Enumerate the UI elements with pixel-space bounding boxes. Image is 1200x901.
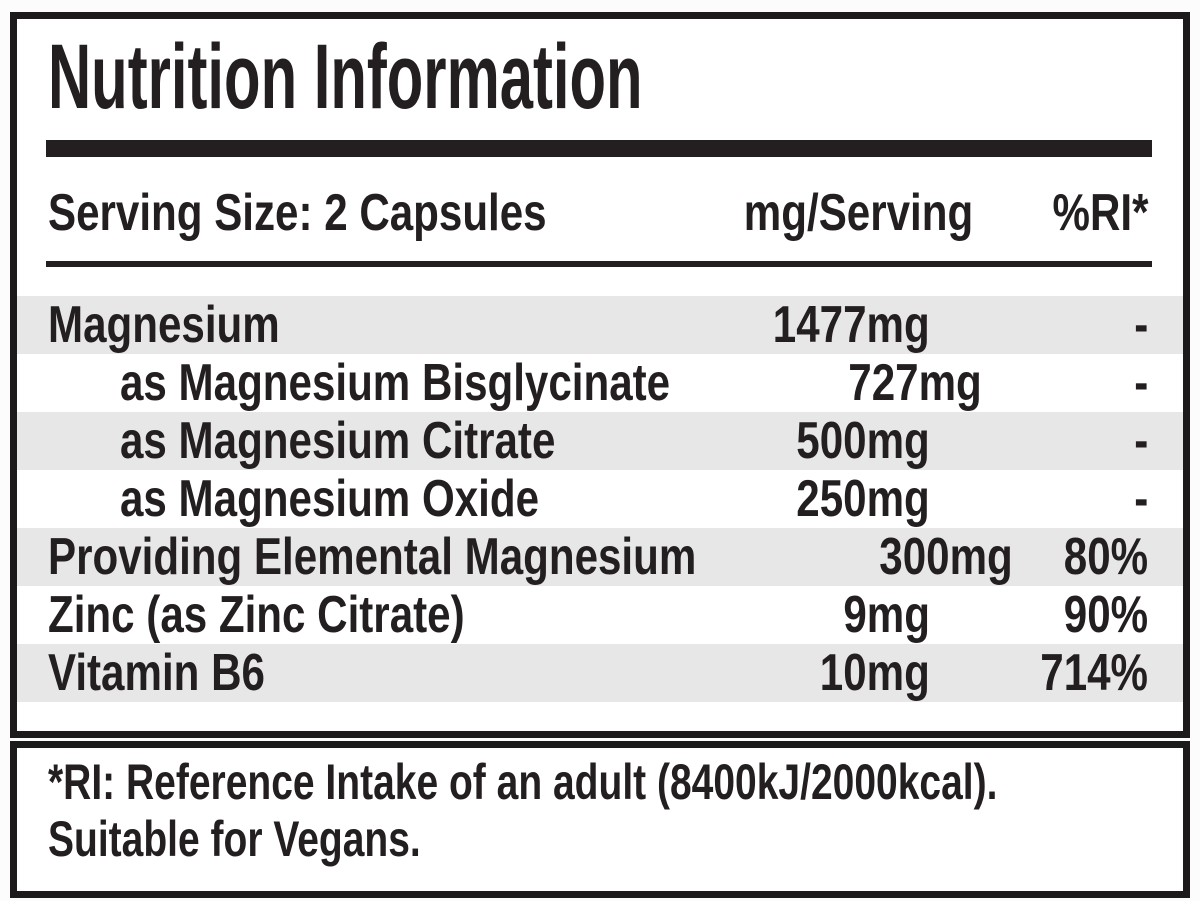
nutrient-amount: 727mg bbox=[848, 354, 982, 412]
nutrient-amount: 500mg bbox=[796, 412, 930, 470]
header-divider-rule bbox=[46, 261, 1152, 267]
nutrient-name-cell: Zinc (as Zinc Citrate) bbox=[17, 586, 690, 644]
nutrient-row: Vitamin B6 10mg 714% bbox=[17, 644, 1183, 702]
nutrient-ri-cell: 90% bbox=[930, 586, 1183, 644]
nutrient-ri-cell: - bbox=[930, 296, 1183, 354]
ri-column-header: %RI* bbox=[1052, 184, 1148, 242]
nutrient-amount: 10mg bbox=[819, 644, 930, 702]
nutrient-ri: - bbox=[1133, 470, 1148, 528]
nutrient-name: Zinc (as Zinc Citrate) bbox=[48, 586, 465, 644]
nutrient-ri: 80% bbox=[1063, 528, 1148, 586]
ri-column-header-cell: %RI* bbox=[930, 184, 1183, 242]
nutrient-name-cell: as Magnesium Oxide bbox=[17, 470, 690, 528]
nutrient-amount-cell: 727mg bbox=[799, 354, 982, 412]
nutrient-ri: 90% bbox=[1063, 586, 1148, 644]
nutrient-name: Vitamin B6 bbox=[48, 644, 265, 702]
nutrient-ri-cell: 714% bbox=[930, 644, 1183, 702]
table-header-row: Serving Size: 2 Capsules mg/Serving %RI* bbox=[17, 184, 1183, 242]
nutrient-amount: 9mg bbox=[843, 586, 930, 644]
nutrient-ri-cell: - bbox=[930, 470, 1183, 528]
footnote-line-2: Suitable for Vegans. bbox=[48, 811, 1183, 868]
nutrient-amount-cell: 1477mg bbox=[690, 296, 930, 354]
nutrient-row: Zinc (as Zinc Citrate) 9mg 90% bbox=[17, 586, 1183, 644]
nutrient-row: as Magnesium Citrate 500mg - bbox=[17, 412, 1183, 470]
nutrient-table-body: Magnesium 1477mg - as Magnesium Bisglyci… bbox=[17, 296, 1183, 702]
nutrient-row: Magnesium 1477mg - bbox=[17, 296, 1183, 354]
serving-size-cell: Serving Size: 2 Capsules bbox=[17, 184, 690, 242]
footnote-line-1: *RI: Reference Intake of an adult (8400k… bbox=[48, 754, 1183, 811]
nutrient-name: as Magnesium Bisglycinate bbox=[120, 354, 671, 412]
page-title: Nutrition Information bbox=[48, 29, 963, 125]
footnote-line-1-text: *RI: Reference Intake of an adult (8400k… bbox=[48, 754, 998, 810]
nutrient-row: as Magnesium Oxide 250mg - bbox=[17, 470, 1183, 528]
nutrient-amount: 300mg bbox=[879, 528, 1014, 586]
nutrient-name: as Magnesium Citrate bbox=[120, 412, 556, 470]
amount-column-header: mg/Serving bbox=[743, 184, 974, 242]
footnote-box: *RI: Reference Intake of an adult (8400k… bbox=[10, 741, 1190, 898]
nutrient-ri: - bbox=[1133, 296, 1148, 354]
page-title-text: Nutrition Information bbox=[48, 26, 643, 128]
footnote-text: *RI: Reference Intake of an adult (8400k… bbox=[17, 748, 1183, 868]
nutrient-row: Providing Elemental Magnesium 300mg 80% bbox=[17, 528, 1183, 586]
amount-column-header-cell: mg/Serving bbox=[690, 184, 973, 242]
nutrient-name-cell: as Magnesium Bisglycinate bbox=[17, 354, 799, 412]
nutrient-ri-cell: - bbox=[982, 354, 1183, 412]
nutrient-amount-cell: 300mg bbox=[848, 528, 1013, 586]
nutrient-name: as Magnesium Oxide bbox=[120, 470, 540, 528]
nutrient-amount-cell: 250mg bbox=[690, 470, 930, 528]
nutrient-amount: 1477mg bbox=[773, 296, 930, 354]
nutrient-amount-cell: 500mg bbox=[690, 412, 930, 470]
nutrition-table-panel: Nutrition Information Serving Size: 2 Ca… bbox=[10, 12, 1190, 738]
title-divider-bar bbox=[46, 140, 1152, 157]
nutrient-name: Providing Elemental Magnesium bbox=[48, 528, 697, 586]
nutrient-ri: 714% bbox=[1040, 644, 1148, 702]
nutrient-ri: - bbox=[1133, 412, 1148, 470]
nutrient-amount: 250mg bbox=[796, 470, 930, 528]
nutrient-ri: - bbox=[1133, 354, 1148, 412]
nutrient-row: as Magnesium Bisglycinate 727mg - bbox=[17, 354, 1183, 412]
serving-size-label: Serving Size: 2 Capsules bbox=[48, 184, 547, 242]
nutrient-name-cell: as Magnesium Citrate bbox=[17, 412, 690, 470]
nutrient-name: Magnesium bbox=[48, 296, 280, 354]
nutrient-name-cell: Magnesium bbox=[17, 296, 690, 354]
footnote-line-2-text: Suitable for Vegans. bbox=[48, 811, 421, 867]
nutrient-ri-cell: 80% bbox=[1013, 528, 1183, 586]
nutrient-amount-cell: 9mg bbox=[690, 586, 930, 644]
nutrient-name-cell: Vitamin B6 bbox=[17, 644, 690, 702]
nutrient-amount-cell: 10mg bbox=[690, 644, 930, 702]
nutrient-name-cell: Providing Elemental Magnesium bbox=[17, 528, 848, 586]
nutrient-ri-cell: - bbox=[930, 412, 1183, 470]
